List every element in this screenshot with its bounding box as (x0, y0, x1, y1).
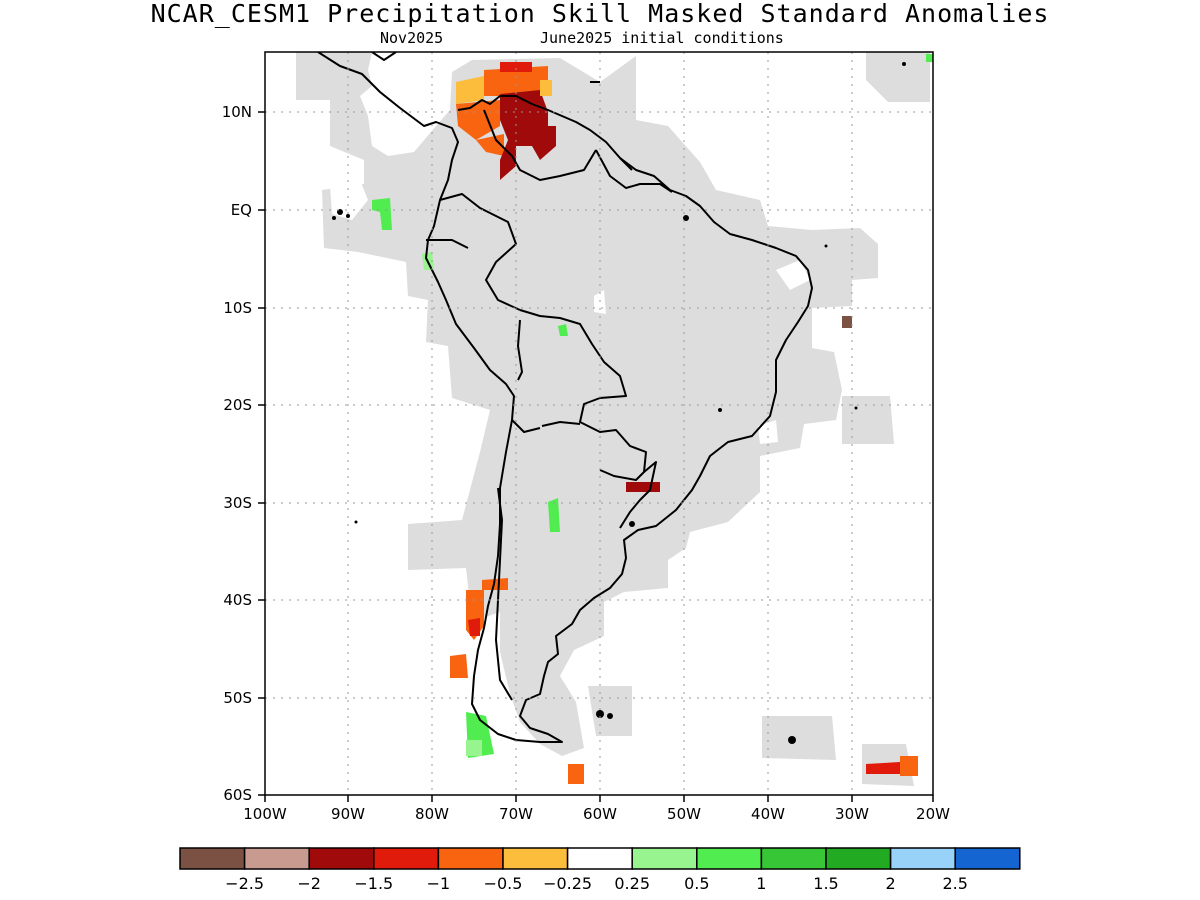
colorbar-label: −1 (427, 874, 451, 893)
coastlines (317, 52, 813, 743)
colorbar-swatch (889, 847, 956, 870)
forecast-month: Nov2025 (380, 29, 444, 47)
colorbar-label: −1.5 (354, 874, 393, 893)
colorbar-swatch (308, 847, 375, 870)
colorbar-swatch (954, 847, 1021, 870)
lon-tick-label: 70W (499, 805, 533, 823)
colorbar-swatch (825, 847, 892, 870)
lat-tick-label: 30S (223, 494, 252, 512)
islands (332, 62, 906, 744)
colorbar: −2.5 −2 −1.5 −1 −0.5 −0.25 0.25 0.5 1 1.… (179, 847, 1021, 893)
colorbar-label: 2 (886, 874, 896, 893)
map-frame (264, 51, 934, 796)
anomaly-patches (372, 54, 933, 784)
lon-tick-labels: 100W 90W 80W 70W 60W 50W 40W 30W 20W (243, 805, 950, 823)
colorbar-swatch (243, 847, 310, 870)
lat-tick-label: 10S (223, 299, 252, 317)
lon-tick-label: 80W (415, 805, 449, 823)
lon-tick-label: 90W (331, 805, 365, 823)
lat-tick-label: 60S (223, 786, 252, 804)
colorbar-labels: −2.5 −2 −1.5 −1 −0.5 −0.25 0.25 0.5 1 1.… (225, 874, 968, 893)
colorbar-swatch (437, 847, 504, 870)
colorbar-swatch (696, 847, 763, 870)
lon-tick-label: 30W (835, 805, 869, 823)
colorbar-label: 2.5 (942, 874, 967, 893)
colorbar-label: 0.5 (684, 874, 709, 893)
colorbar-swatch (566, 847, 633, 870)
colorbar-swatch (373, 847, 440, 870)
colorbar-label: −2.5 (225, 874, 264, 893)
initial-conditions: June2025 initial conditions (540, 29, 784, 47)
colorbar-swatch (760, 847, 827, 870)
colorbar-swatch (502, 847, 569, 870)
tick-marks (258, 111, 934, 802)
lat-tick-label: 10N (222, 103, 252, 121)
lat-tick-label: 50S (223, 689, 252, 707)
colorbar-label: 1 (756, 874, 766, 893)
skill-mask-regions (296, 52, 930, 786)
map-title: NCAR_CESM1 Precipitation Skill Masked St… (150, 0, 1050, 28)
colorbar-label: −0.25 (543, 874, 592, 893)
colorbar-label: 0.25 (614, 874, 650, 893)
lat-tick-label: EQ (231, 201, 252, 219)
lat-tick-label: 40S (223, 591, 252, 609)
colorbar-swatch (179, 847, 246, 870)
lon-tick-label: 40W (751, 805, 785, 823)
colorbar-label: 1.5 (813, 874, 838, 893)
lon-tick-label: 50W (667, 805, 701, 823)
colorbar-swatch (631, 847, 698, 870)
lon-tick-label: 60W (583, 805, 617, 823)
lat-tick-label: 20S (223, 396, 252, 414)
lon-tick-label: 20W (916, 805, 950, 823)
lat-tick-labels: 10N EQ 10S 20S 30S 40S 50S 60S (222, 103, 252, 804)
colorbar-label: −0.5 (484, 874, 523, 893)
colorbar-swatches (179, 847, 1021, 870)
colorbar-label: −2 (297, 874, 321, 893)
lon-tick-label: 100W (243, 805, 287, 823)
